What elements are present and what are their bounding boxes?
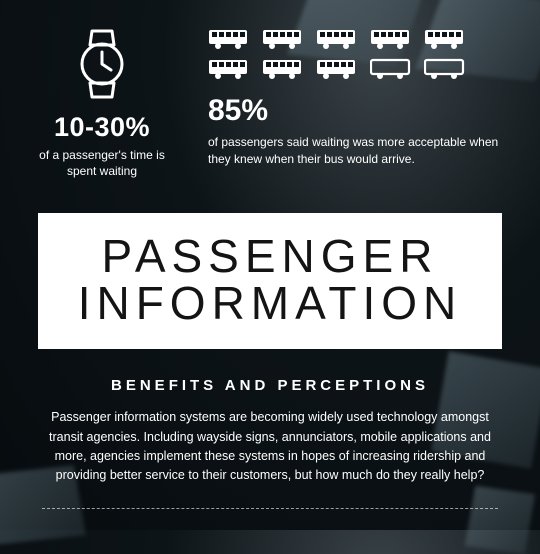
waiting-stat-value: 10-30% xyxy=(28,112,176,143)
top-stats-row: 10-30% of a passenger's time is spent wa… xyxy=(28,28,512,179)
bus-icon-grid xyxy=(208,28,512,80)
title-line-2: INFORMATION xyxy=(48,280,492,327)
bus-icon-filled xyxy=(208,58,252,80)
bus-icon-filled xyxy=(370,28,414,50)
waiting-stat-block: 10-30% of a passenger's time is spent wa… xyxy=(28,28,176,179)
bus-icon-filled xyxy=(208,28,252,50)
bus-icon-outline xyxy=(370,58,414,80)
section-subhead: BENEFITS AND PERCEPTIONS xyxy=(28,377,512,394)
bus-stat-block: 85% of passengers said waiting was more … xyxy=(208,28,512,168)
section-body: Passenger information systems are becomi… xyxy=(28,408,512,486)
bus-icon-filled xyxy=(316,58,360,80)
dashed-divider xyxy=(42,508,498,509)
title-line-1: PASSENGER xyxy=(48,233,492,280)
bus-icon-filled xyxy=(424,28,468,50)
waiting-stat-caption: of a passenger's time is spent waiting xyxy=(28,147,176,179)
bus-icon-filled xyxy=(316,28,360,50)
bus-icon-outline xyxy=(424,58,468,80)
wristwatch-icon xyxy=(73,28,131,100)
bus-stat-caption: of passengers said waiting was more acce… xyxy=(208,134,512,168)
bus-icon-filled xyxy=(262,28,306,50)
title-block: PASSENGER INFORMATION xyxy=(38,213,502,349)
bus-stat-value: 85% xyxy=(208,94,268,128)
bus-icon-filled xyxy=(262,58,306,80)
